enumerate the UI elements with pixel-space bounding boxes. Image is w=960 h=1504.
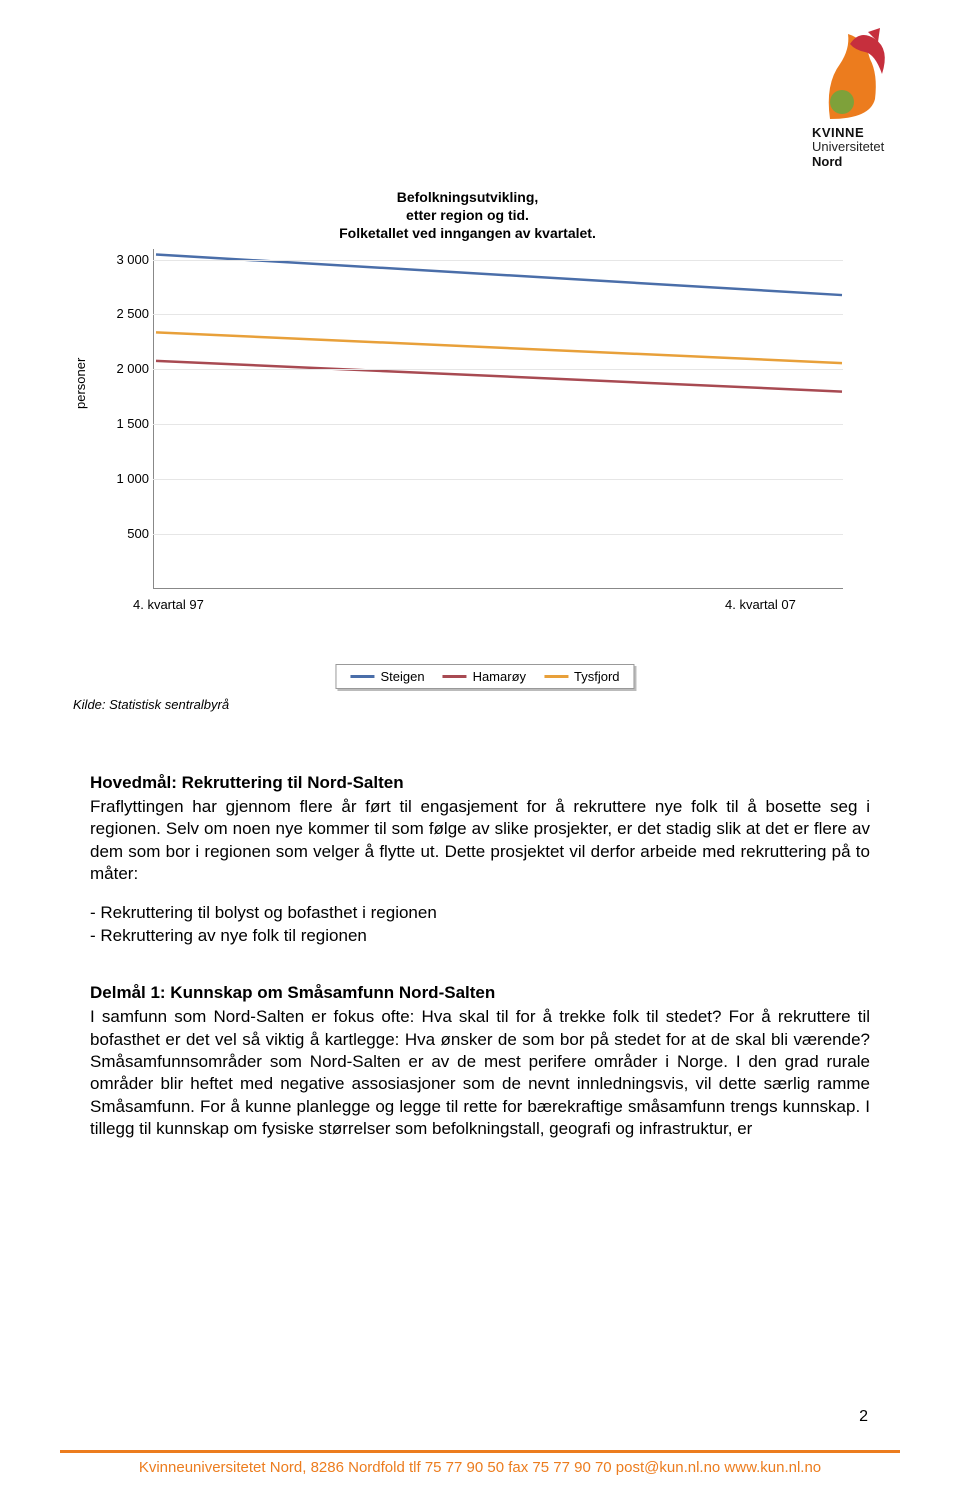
- chart-ytick-label: 1 000: [105, 471, 149, 486]
- logo-line2: Universitetet: [812, 140, 920, 154]
- org-logo: KVINNE Universitetet Nord: [800, 24, 920, 169]
- chart-plot-area: [153, 249, 843, 589]
- chart-series-line: [156, 332, 842, 363]
- chart-ytick-label: 500: [105, 526, 149, 541]
- chart-title-line: Befolkningsutvikling,: [65, 188, 870, 206]
- main-goal-heading: Hovedmål: Rekruttering til Nord-Salten: [90, 772, 870, 794]
- chart-ytick-label: 1 500: [105, 416, 149, 431]
- chart-ytick-label: 2 500: [105, 306, 149, 321]
- chart-legend: Steigen Hamarøy Tysfjord: [335, 664, 634, 689]
- chart-title-line: etter region og tid.: [65, 206, 870, 224]
- chart-ylabel: personer: [73, 357, 88, 408]
- page-footer: Kvinneuniversitetet Nord, 8286 Nordfold …: [0, 1450, 960, 1476]
- logo-line1: KVINNE: [812, 126, 920, 140]
- chart-title: Befolkningsutvikling, etter region og ti…: [65, 188, 870, 243]
- logo-text: KVINNE Universitetet Nord: [812, 126, 920, 169]
- chart-gridline: [153, 479, 843, 480]
- legend-item: Hamarøy: [443, 669, 526, 684]
- legend-label: Tysfjord: [574, 669, 620, 684]
- chart-xlabel-end: 4. kvartal 07: [725, 597, 796, 612]
- chart-source: Kilde: Statistisk sentralbyrå: [73, 697, 870, 712]
- chart-gridline: [153, 424, 843, 425]
- subgoal-heading: Delmål 1: Kunnskap om Småsamfunn Nord-Sa…: [90, 982, 870, 1004]
- main-goal-paragraph: Fraflyttingen har gjennom flere år ført …: [90, 796, 870, 886]
- chart-ytick-label: 2 000: [105, 361, 149, 376]
- chart-gridline: [153, 260, 843, 261]
- logo-illustration: [820, 24, 900, 124]
- population-chart: Befolkningsutvikling, etter region og ti…: [65, 188, 870, 712]
- chart-gridline: [153, 314, 843, 315]
- logo-line3: Nord: [812, 155, 920, 169]
- subgoal-paragraph: I samfunn som Nord-Salten er fokus ofte:…: [90, 1006, 870, 1141]
- legend-swatch: [350, 675, 374, 678]
- chart-ytick-label: 3 000: [105, 252, 149, 267]
- legend-item: Tysfjord: [544, 669, 620, 684]
- page-number: 2: [859, 1408, 868, 1426]
- legend-item: Steigen: [350, 669, 424, 684]
- legend-swatch: [544, 675, 568, 678]
- bullet-item: - Rekruttering til bolyst og bofasthet i…: [90, 902, 870, 924]
- chart-series-line: [156, 360, 842, 391]
- chart-gridline: [153, 369, 843, 370]
- legend-label: Steigen: [380, 669, 424, 684]
- legend-label: Hamarøy: [473, 669, 526, 684]
- footer-text: Kvinneuniversitetet Nord, 8286 Nordfold …: [139, 1459, 821, 1476]
- bullet-item: - Rekruttering av nye folk til regionen: [90, 925, 870, 947]
- footer-divider: [60, 1450, 900, 1453]
- legend-swatch: [443, 675, 467, 678]
- chart-xlabel-start: 4. kvartal 97: [133, 597, 204, 612]
- chart-title-line: Folketallet ved inngangen av kvartalet.: [65, 224, 870, 242]
- chart-gridline: [153, 534, 843, 535]
